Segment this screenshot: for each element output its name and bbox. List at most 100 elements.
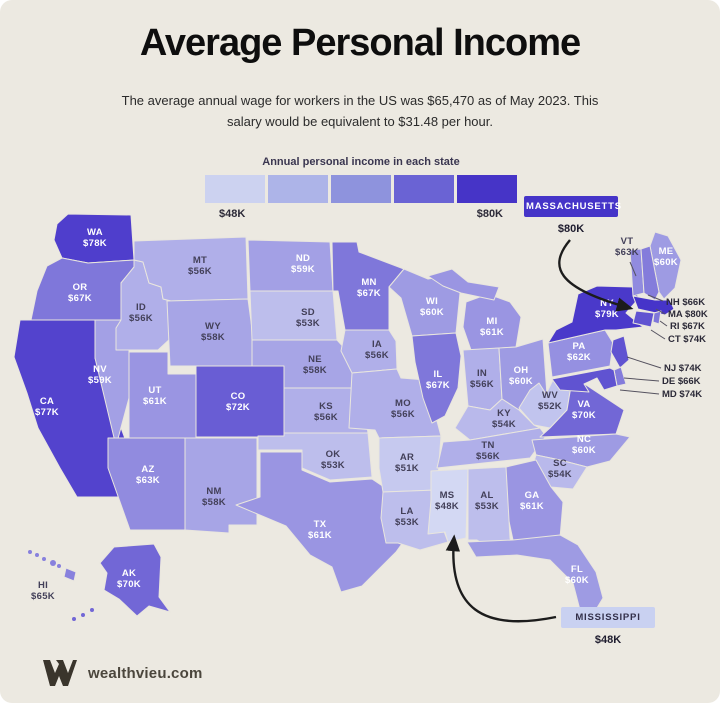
state-ga-label: GA $61K [520,490,544,512]
mississippi-callout: MISSISSIPPI $48K [561,607,655,646]
state-va-label: VA $70K [572,399,596,421]
state-hi-shape [63,567,77,582]
legend-swatch-3 [331,175,391,203]
state-ak-island-3 [72,617,76,621]
state-tx-label: TX $61K [308,519,332,541]
state-mt-shape [133,236,249,302]
state-hi-island-1 [28,550,32,554]
state-hi-island-5 [57,564,61,568]
state-mt-label: MT $56K [188,255,212,277]
state-in-label: IN $56K [470,368,494,390]
state-sd-shape [249,290,338,341]
legend-color-scale [205,175,517,203]
state-nc-label: NC $60K [572,434,596,456]
state-ok-shape [257,432,373,481]
state-co-label: CO $72K [226,391,250,413]
state-md-label: MD $74K [662,389,702,400]
state-nh-label: NH $66K [666,297,705,308]
state-id-label: ID $56K [129,302,153,324]
state-ak-island-1 [90,608,94,612]
state-ri-shape [652,310,662,325]
state-pa-label: PA $62K [567,341,591,363]
state-nh-shape [640,245,660,301]
state-wv-label: WV $52K [538,390,562,412]
massachusetts-callout-value: $80K [557,223,585,235]
state-ks-label: KS $56K [314,401,338,423]
legend-swatch-2 [268,175,328,203]
state-fl-label: FL $60K [565,564,589,586]
state-nm-label: NM $58K [202,486,226,508]
state-md-pointer-line [619,389,660,395]
state-ak-label: AK $70K [117,568,141,590]
state-de-pointer-line [623,377,660,382]
state-ma-pointer-line [655,308,666,315]
state-ak-shape [99,543,171,617]
state-ma-shape [632,295,675,316]
state-il-shape [411,332,462,424]
state-md-shape [551,367,618,393]
state-wy-label: WY $58K [201,321,225,343]
state-ri-label: RI $67K [670,321,705,332]
state-wi-label: WI $60K [420,296,444,318]
state-ut-label: UT $61K [143,385,167,407]
state-ct-label: CT $74K [668,334,706,345]
massachusetts-callout-badge: MASSACHUSETTS [524,196,621,217]
state-nj-shape [610,335,630,369]
state-oh-label: OH $60K [509,365,533,387]
legend-caption: Annual personal income in each state [262,156,460,168]
state-wa-label: WA $78K [83,227,107,249]
state-vt-label: VT $63K [615,236,639,258]
state-hi-island-2 [35,553,39,557]
massachusetts-arrow [558,239,634,312]
state-az-label: AZ $63K [136,464,160,486]
state-mn-shape [331,241,405,331]
state-mi-label: MI $61K [480,316,504,338]
state-nj-label: NJ $74K [664,363,702,374]
state-az-shape [107,437,186,531]
wealthvieu-logo [43,660,77,686]
state-hi-island-3 [42,557,46,561]
state-ia-label: IA $56K [365,339,389,361]
mississippi-callout-value: $48K [594,634,622,646]
state-vt-pointer-line [629,261,637,277]
legend-swatch-4 [394,175,454,203]
state-ar-label: AR $51K [395,452,419,474]
state-ne-label: NE $58K [303,354,327,376]
legend-swatch-5 [457,175,517,203]
state-ak-island-2 [81,613,85,617]
massachusetts-callout: MASSACHUSETTS $80K [524,196,621,235]
state-ma-label: MA $80K [668,309,708,320]
legend-labels: $48K $80K [205,208,517,220]
state-me-shape [649,231,682,300]
state-ky-label: KY $54K [492,408,516,430]
legend: Annual personal income in each state $48… [205,156,517,220]
state-nh-pointer-line [647,294,664,302]
state-nm-shape [184,437,258,534]
state-mi-part2-shape [427,268,500,301]
state-mo-label: MO $56K [391,398,415,420]
state-or-label: OR $67K [68,282,92,304]
legend-min-label: $48K [219,208,246,220]
state-al-label: AL $53K [475,490,499,512]
state-ri-pointer-line [659,320,668,327]
state-sd-label: SD $53K [296,307,320,329]
mississippi-callout-badge: MISSISSIPPI [561,607,655,628]
state-sc-label: SC $54K [548,458,572,480]
state-la-label: LA $53K [395,506,419,528]
state-mn-label: MN $67K [357,277,381,299]
brand-name: wealthvieu.com [88,664,203,682]
state-ca-label: CA $77K [35,396,59,418]
state-va-shape [539,380,625,438]
page-title: Average Personal Income [139,22,581,64]
state-me-label: ME $60K [654,246,678,268]
state-ny-label: NY $79K [595,298,619,320]
state-de-label: DE $66K [662,376,701,387]
state-nd-label: ND $59K [291,253,315,275]
subtitle: The average annual wage for workers in t… [121,93,599,130]
state-hi-label: HI $65K [31,580,55,602]
state-ct-pointer-line [650,329,666,340]
state-nj-pointer-line [626,356,662,369]
state-ok-label: OK $53K [321,449,345,471]
